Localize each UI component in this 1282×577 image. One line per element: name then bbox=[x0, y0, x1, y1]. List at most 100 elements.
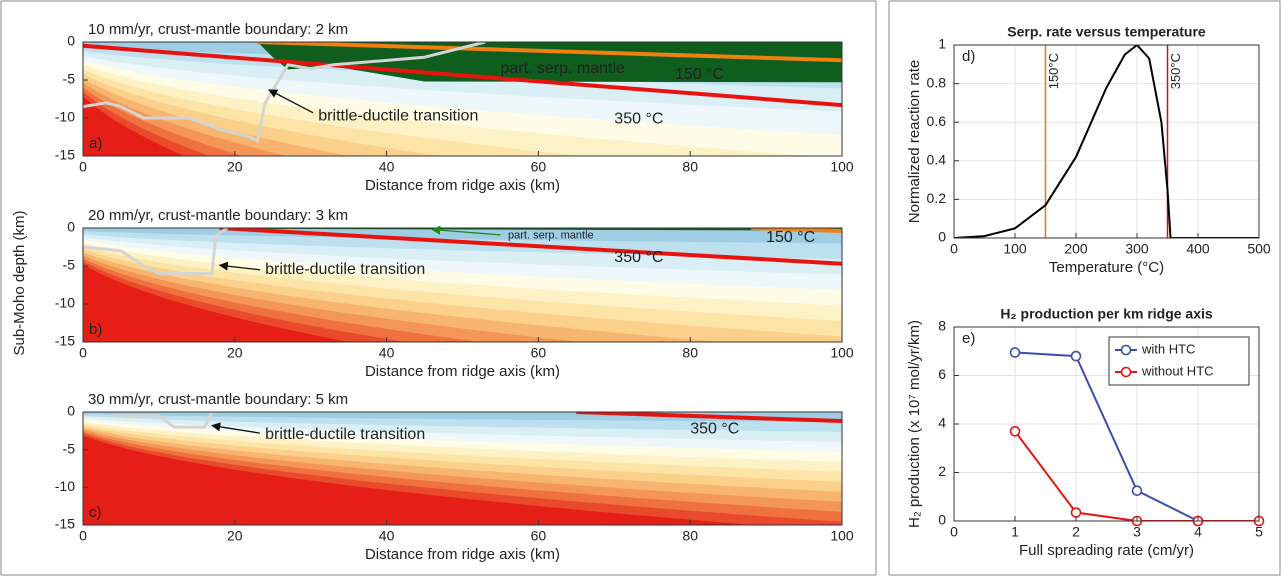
panel-label: c) bbox=[89, 504, 102, 521]
annotation: brittle-ductile transition bbox=[265, 426, 425, 443]
axes-box bbox=[953, 44, 1260, 239]
y-tick-label: -10 bbox=[55, 109, 75, 125]
plot-area bbox=[83, 228, 842, 342]
panel-title: 10 mm/yr, crust-mantle boundary: 2 km bbox=[88, 21, 348, 38]
panel-title: 20 mm/yr, crust-mantle boundary: 3 km bbox=[88, 207, 348, 224]
x-tick-label: 0 bbox=[79, 528, 87, 544]
annotation-arrow bbox=[268, 89, 314, 114]
series-line bbox=[1014, 351, 1199, 521]
x-tick-label: 60 bbox=[531, 159, 547, 175]
annotation: brittle-ductile transition bbox=[318, 108, 478, 125]
y-tick-label: -15 bbox=[55, 147, 75, 163]
x-tick-label: 100 bbox=[1003, 241, 1027, 257]
series-line bbox=[750, 228, 842, 234]
y-tick-label: 0.8 bbox=[927, 74, 947, 90]
x-axis-label: Distance from ridge axis (km) bbox=[365, 363, 560, 380]
series-line bbox=[954, 45, 1259, 238]
plot-area bbox=[954, 327, 1259, 521]
x-tick-label: 400 bbox=[1186, 241, 1210, 257]
x-tick-label: 40 bbox=[379, 159, 395, 175]
x-tick-label: 80 bbox=[682, 159, 698, 175]
series-marker bbox=[1070, 350, 1082, 362]
y-tick-label: 0 bbox=[67, 403, 75, 419]
y-tick-label: -5 bbox=[63, 71, 76, 87]
x-tick-label: 80 bbox=[682, 528, 698, 544]
annotation-arrow bbox=[218, 261, 260, 271]
x-tick-label: 40 bbox=[379, 345, 395, 361]
annotation-arrow bbox=[431, 225, 501, 236]
x-tick-label: 20 bbox=[227, 159, 243, 175]
x-tick-label: 0 bbox=[79, 159, 87, 175]
y-tick-label: -15 bbox=[55, 516, 75, 532]
x-tick-label: 0 bbox=[79, 345, 87, 361]
panel-label: e) bbox=[962, 330, 975, 347]
legend-marker bbox=[1120, 366, 1132, 378]
legend-label: without HTC bbox=[1141, 363, 1214, 378]
series-line bbox=[83, 43, 842, 108]
x-tick-label: 500 bbox=[1247, 241, 1271, 257]
panel-label: b) bbox=[89, 321, 102, 338]
x-tick-label: 5 bbox=[1255, 524, 1263, 540]
y-tick-label: 0 bbox=[67, 219, 75, 235]
y-tick-label: 0 bbox=[938, 512, 946, 528]
y-tick-label: 1 bbox=[938, 36, 946, 52]
series-line bbox=[83, 42, 486, 143]
annotation-arrow bbox=[211, 422, 260, 434]
y-tick-label: -5 bbox=[63, 440, 76, 456]
x-axis-label: Distance from ridge axis (km) bbox=[365, 177, 560, 194]
x-tick-label: 20 bbox=[227, 528, 243, 544]
x-tick-label: 100 bbox=[830, 345, 854, 361]
y-tick-label: 0 bbox=[938, 229, 946, 245]
series-line bbox=[83, 228, 229, 276]
y-axis-label: Sub-Moho depth (km) bbox=[11, 210, 28, 355]
y-tick-label: -5 bbox=[63, 257, 76, 273]
annotation: 350 °C bbox=[614, 111, 663, 128]
panel-label: d) bbox=[962, 48, 975, 65]
threshold-label: 150°C bbox=[1046, 53, 1061, 89]
x-tick-label: 60 bbox=[531, 528, 547, 544]
y-tick-label: 8 bbox=[938, 318, 946, 334]
plot-area bbox=[954, 45, 1259, 238]
axes-box bbox=[82, 411, 843, 526]
x-tick-label: 100 bbox=[830, 528, 854, 544]
y-tick-label: 0.2 bbox=[927, 190, 947, 206]
plot-area bbox=[83, 412, 842, 525]
series-marker bbox=[1131, 485, 1143, 496]
y-tick-label: 0 bbox=[67, 33, 75, 49]
legend-marker bbox=[1120, 344, 1132, 356]
y-tick-label: 0.6 bbox=[927, 113, 947, 129]
series-line bbox=[576, 412, 842, 424]
panel-title: H₂ production per km ridge axis bbox=[1000, 306, 1213, 322]
x-tick-label: 200 bbox=[1064, 241, 1088, 257]
series-marker bbox=[1070, 507, 1082, 518]
series-line bbox=[113, 412, 214, 429]
x-axis-label: Full spreading rate (cm/yr) bbox=[1019, 542, 1194, 559]
x-tick-label: 0 bbox=[950, 524, 958, 540]
y-tick-label: 2 bbox=[938, 463, 946, 479]
y-tick-label: -10 bbox=[55, 478, 75, 494]
annotation: 350 °C bbox=[690, 421, 739, 438]
panel-label: a) bbox=[89, 135, 102, 152]
y-tick-label: -10 bbox=[55, 295, 75, 311]
x-tick-label: 80 bbox=[682, 345, 698, 361]
annotation: part. serp. mantle bbox=[500, 60, 625, 77]
series-line bbox=[1014, 430, 1259, 521]
x-tick-label: 300 bbox=[1125, 241, 1149, 257]
axes-box bbox=[82, 41, 843, 157]
series-marker bbox=[1009, 347, 1021, 358]
y-tick-label: 6 bbox=[938, 366, 946, 382]
annotation: 350 °C bbox=[614, 249, 663, 266]
y-axis-label: Normalized reaction rate bbox=[906, 60, 923, 223]
legend-box bbox=[1108, 336, 1250, 386]
y-axis-label: H₂ production (x 10⁷ mol/yr/km) bbox=[906, 320, 923, 528]
threshold-label: 350°C bbox=[1168, 53, 1183, 89]
x-tick-label: 2 bbox=[1072, 524, 1080, 540]
x-tick-label: 3 bbox=[1133, 524, 1141, 540]
panel-title: Serp. rate versus temperature bbox=[1007, 24, 1206, 40]
annotation: brittle-ductile transition bbox=[265, 261, 425, 278]
x-tick-label: 100 bbox=[830, 159, 854, 175]
frame-left bbox=[0, 0, 877, 576]
annotation: 150 °C bbox=[675, 66, 724, 83]
x-axis-label: Temperature (°C) bbox=[1049, 259, 1164, 276]
